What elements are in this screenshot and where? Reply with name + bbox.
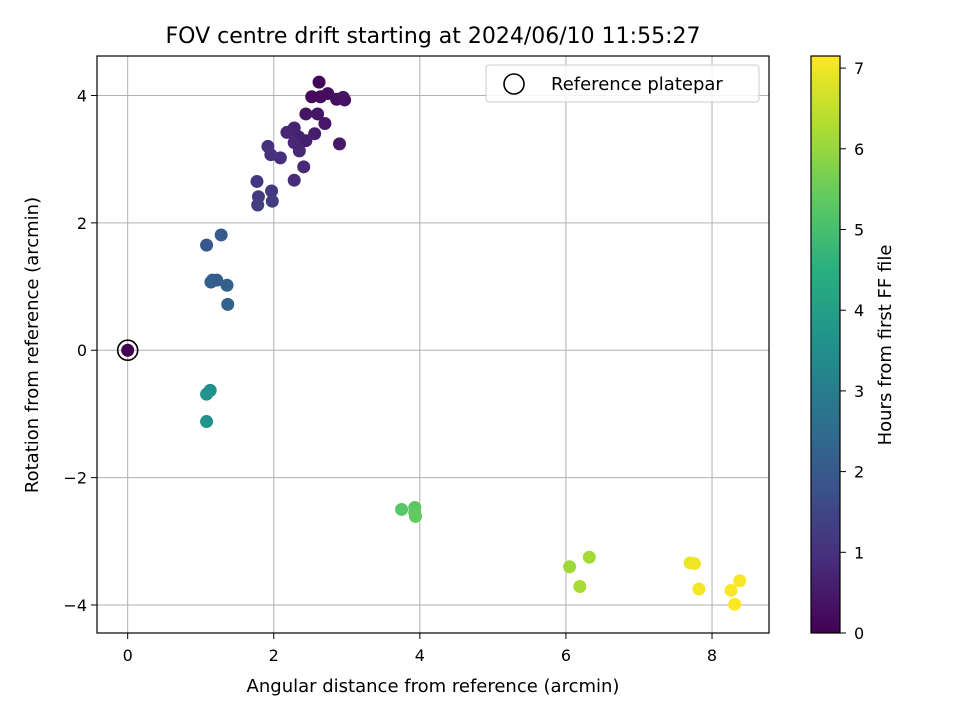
x-axis-label: Angular distance from reference (arcmin) [247,676,620,697]
data-point [408,509,422,523]
y-tick-label: 2 [77,214,87,233]
data-point [724,583,738,597]
data-point [733,574,747,588]
data-point [265,194,279,208]
data-point [265,184,279,198]
data-point [312,75,326,89]
data-point [687,557,701,571]
x-tick-label: 8 [707,646,717,665]
grid-lines [97,56,769,633]
data-points [200,75,747,611]
data-point [333,137,347,151]
colorbar-tick-label: 3 [854,382,864,401]
x-tick-label: 2 [269,646,279,665]
colorbar-label: Hours from first FF file [875,245,896,446]
y-tick-label: 0 [77,341,87,360]
reference-point [121,343,135,357]
data-point [221,297,235,311]
data-point [573,580,587,594]
colorbar-ticks: 0 1 2 3 4 5 6 7 [840,59,864,643]
plot-frame [96,55,770,634]
data-point [200,415,214,429]
y-tick-label: −4 [63,596,87,615]
reference-marker [116,339,139,362]
data-point [214,228,228,242]
colorbar-tick-label: 0 [854,624,864,643]
colorbar-tick-label: 1 [854,543,864,562]
data-point [287,173,301,187]
data-point [395,502,409,516]
y-tick-label: 4 [77,86,87,105]
colorbar-gradient [811,56,840,633]
data-point [563,560,577,574]
data-point [200,387,214,401]
data-point [308,127,322,141]
data-point [582,550,596,564]
x-axis-ticks: 0 2 4 6 8 [123,633,717,665]
data-point [297,160,311,174]
data-point [251,198,265,212]
data-point [318,117,332,131]
data-point [292,144,306,158]
data-point [692,582,706,596]
data-point [728,597,742,611]
colorbar-tick-label: 7 [854,59,864,78]
colorbar-tick-label: 4 [854,301,864,320]
data-point [336,90,350,104]
y-tick-label: −2 [63,469,87,488]
legend: Reference platepar [485,64,760,103]
data-point [311,107,325,121]
data-point [280,125,294,139]
data-point [204,275,218,289]
colorbar-tick-label: 6 [854,140,864,159]
data-point [299,107,313,121]
data-point [264,148,278,162]
y-axis-ticks: −4 −2 0 2 4 [63,86,97,615]
data-point [220,278,234,292]
colorbar-tick-label: 2 [854,463,864,482]
y-axis-label: Rotation from reference (arcmin) [22,197,43,493]
reference-ring [116,339,139,362]
data-point [200,238,214,252]
x-tick-label: 0 [123,646,133,665]
legend-label: Reference platepar [551,74,723,95]
legend-box [485,64,760,103]
x-tick-label: 4 [415,646,425,665]
colorbar: 0 1 2 3 4 5 6 7 Hours from first FF file [810,55,896,643]
legend-marker-icon [503,73,525,95]
chart-title: FOV centre drift starting at 2024/06/10 … [166,24,701,49]
data-point [250,174,264,188]
x-tick-label: 6 [561,646,571,665]
colorbar-tick-label: 5 [854,221,864,240]
colorbar-frame [810,55,841,634]
